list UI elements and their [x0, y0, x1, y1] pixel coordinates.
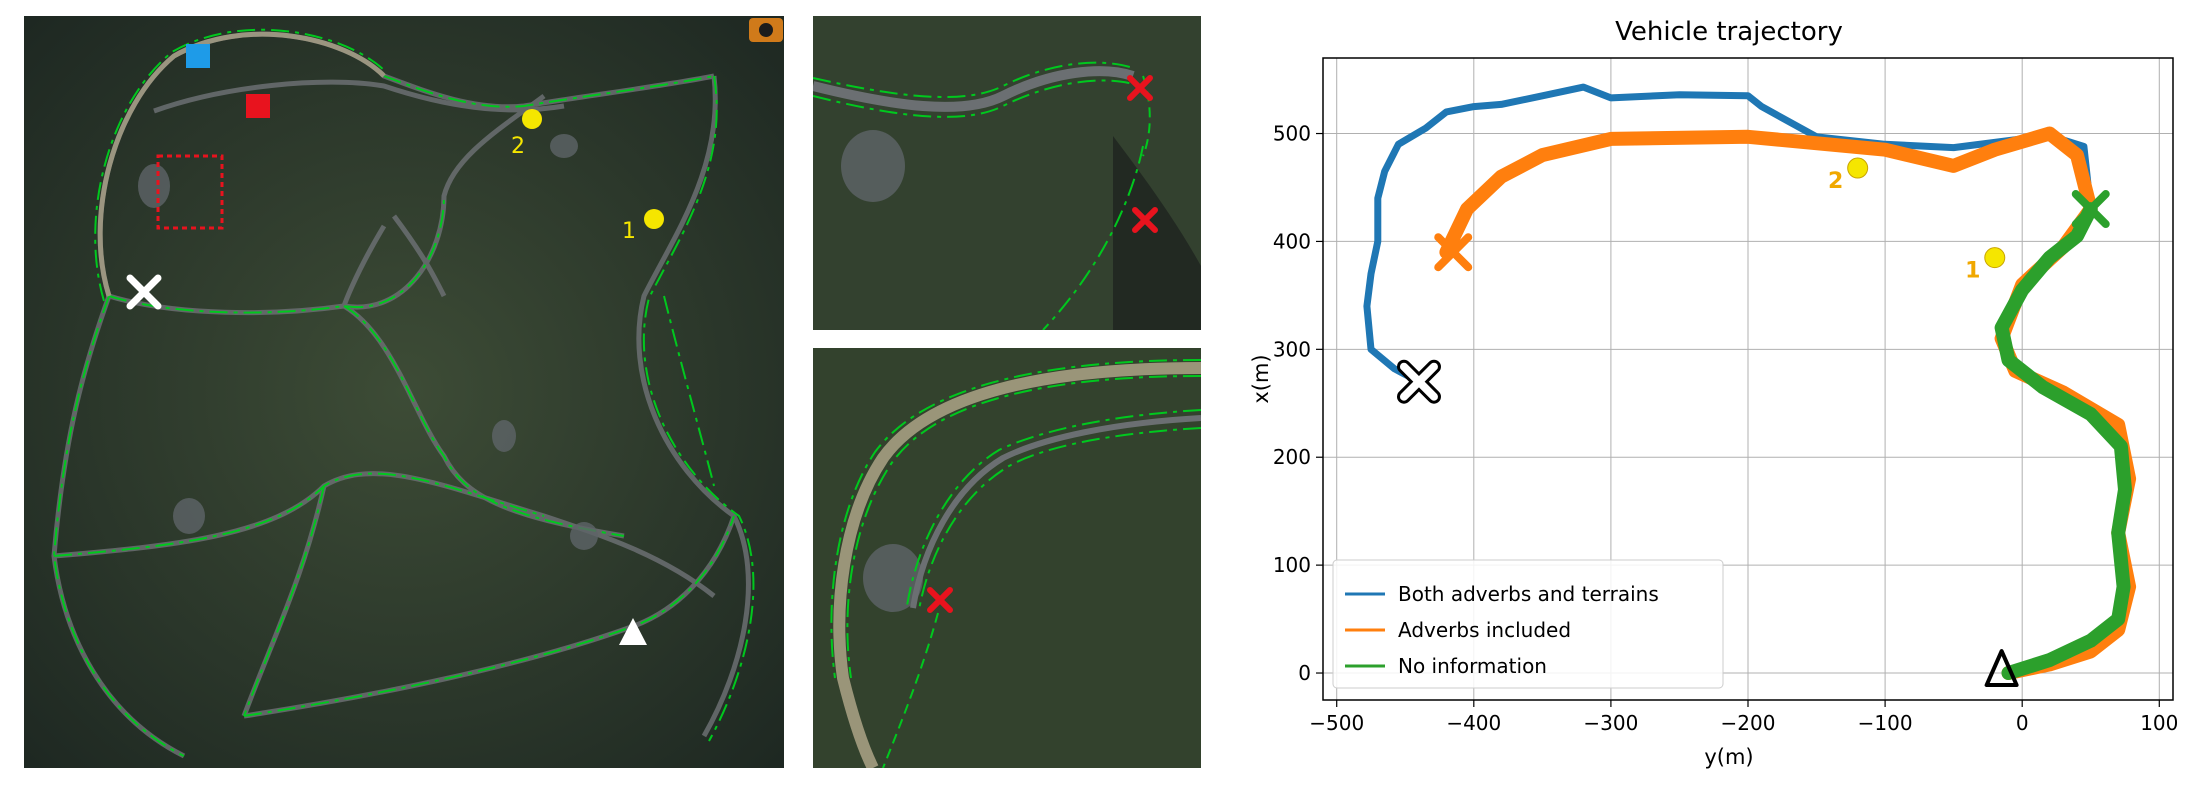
y-axis-label: x(m): [1249, 354, 1273, 403]
chart-markers: 12: [1396, 157, 2110, 688]
trail-network: [52, 28, 755, 757]
y-tick-label: 100: [1273, 553, 1311, 577]
chart-series: [1363, 83, 2137, 680]
start-triangle-marker: [619, 618, 647, 645]
zoom-map-top: [813, 16, 1201, 330]
trail-lower: [813, 79, 1134, 118]
waypoint-2-label: 2: [511, 134, 525, 159]
red-square-marker: [246, 94, 270, 118]
red-cross-marker: [927, 587, 953, 613]
legend-box: [1332, 559, 1724, 689]
y-tick-label: 400: [1273, 229, 1311, 253]
rock-features: [138, 134, 598, 550]
red-cross-marker-lower: [1132, 207, 1158, 233]
main-terrain-map-svg: 2 1: [24, 16, 784, 768]
y-tick-label: 500: [1273, 122, 1311, 146]
trail-branch-lower: [918, 427, 1201, 611]
x-tick-label: 100: [2140, 711, 2178, 735]
waypoint-2-dot: [522, 109, 542, 129]
waypoint-2-dot: [1847, 157, 1869, 179]
road-segment: [910, 415, 1201, 609]
start-triangle: [1984, 649, 2019, 688]
rock-shadow: [1113, 136, 1201, 330]
zoom-map-top-svg: [813, 16, 1201, 330]
trail-branch-upper: [906, 409, 1201, 607]
waypoint-2-label: 2: [1828, 169, 1843, 194]
overlay-icon-glyph: [759, 23, 773, 37]
x-tick-label: −200: [1721, 711, 1776, 735]
waypoint-1-dot: [1984, 247, 2006, 269]
series-line-3: [1994, 202, 2132, 680]
end-cross-green: [2071, 190, 2110, 229]
end-cross-blue: [1396, 359, 1441, 404]
trail-upper: [813, 61, 1134, 99]
zoom-region-box: [156, 154, 224, 230]
legend-label-1: Both adverbs and terrains: [1398, 582, 1659, 606]
x-tick-label: 0: [2016, 711, 2029, 735]
x-tick-label: −500: [1309, 711, 1364, 735]
chart-ticks: −500 −400 −300 −200 −100 0 100 0 100 200 300 400 500: [1273, 122, 2179, 735]
trail-descending: [1042, 145, 1144, 330]
chart-title: Vehicle trajectory: [1615, 17, 1843, 47]
road-segment: [813, 66, 1135, 112]
legend-label-2: Adverbs included: [1398, 618, 1571, 642]
zoom-map-bottom: [813, 348, 1201, 768]
white-cross-marker: [126, 274, 162, 310]
end-cross-orange: [1434, 233, 1473, 272]
main-terrain-map: 2 1: [24, 16, 784, 768]
traveled-path: [97, 31, 386, 297]
waypoint-1-dot: [644, 209, 664, 229]
terrain-background: [24, 16, 784, 768]
legend-label-3: No information: [1398, 654, 1547, 678]
rock-feature: [841, 130, 905, 202]
zoom-map-bottom-svg: [813, 348, 1201, 768]
x-tick-label: −400: [1446, 711, 1501, 735]
y-tick-label: 200: [1273, 445, 1311, 469]
y-tick-label: 300: [1273, 337, 1311, 361]
waypoint-1-label: 1: [1965, 259, 1980, 284]
trajectory-chart-svg: Vehicle trajectory 12 −500 −400 −300 −200 −1…: [1249, 17, 2179, 769]
traveled-path: [833, 362, 1201, 768]
trail-inner: [846, 375, 1201, 679]
chart-legend: Both adverbs and terrains Adverbs include…: [1332, 559, 1724, 689]
trail-descending: [882, 612, 939, 768]
series-line-1: [1363, 83, 2095, 386]
trail-outer: [830, 359, 1201, 679]
y-tick-label: 0: [1298, 661, 1311, 685]
waypoint-1-label: 1: [622, 219, 636, 244]
red-cross-marker-upper: [1127, 75, 1153, 101]
x-tick-label: −100: [1858, 711, 1913, 735]
x-axis-label: y(m): [1704, 745, 1753, 769]
blue-square-marker: [186, 44, 210, 68]
x-tick-label: −300: [1583, 711, 1638, 735]
